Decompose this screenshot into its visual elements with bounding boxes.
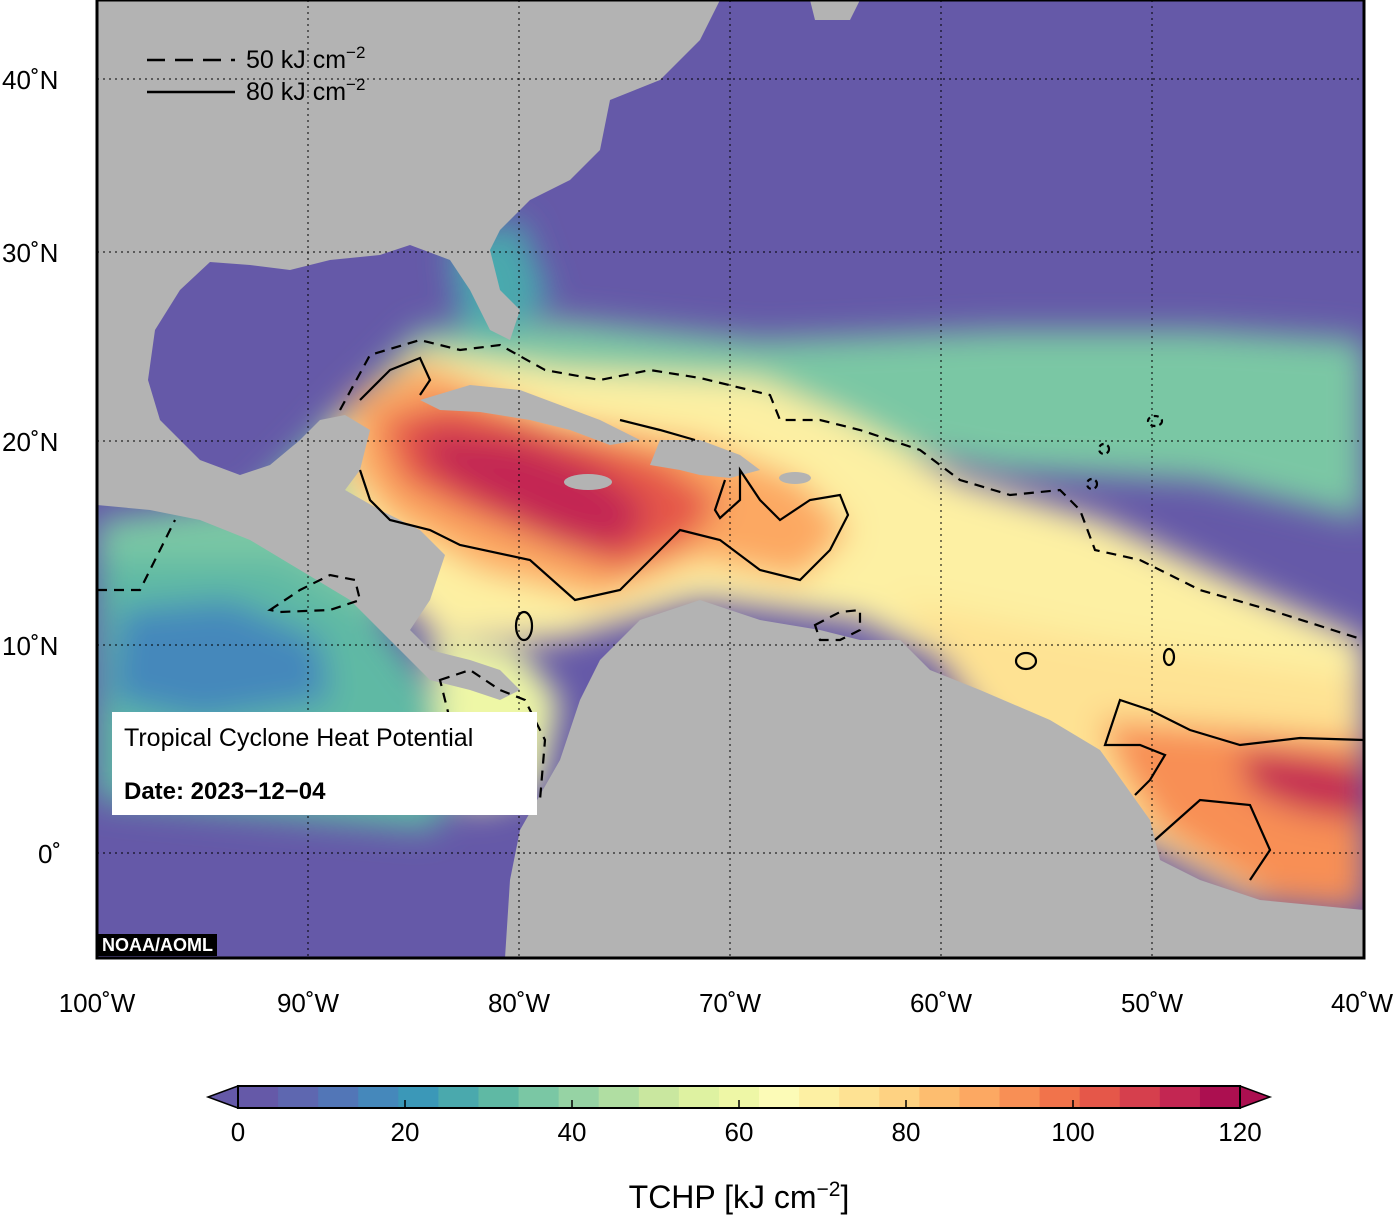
contour-50-north [339,338,1364,642]
colorbar-segment [1039,1086,1081,1108]
colorbar-tick-labels: 0 20 40 60 80 100 120 [231,1117,1262,1147]
colorbar-segment [398,1086,439,1108]
lat-tick-label: 10˚N [2,631,58,661]
colorbar-segment [718,1086,760,1108]
colorbar-segment [478,1086,520,1108]
colorbar-tick-label: 0 [231,1117,245,1147]
colorbar-tick-label: 80 [892,1117,921,1147]
lon-tick-label: 90˚W [277,988,340,1018]
contour-50-small-1 [1146,414,1164,428]
map-date: Date: 2023−12−04 [124,778,326,805]
colorbar-segment [919,1086,961,1108]
lat-tick-label: 20˚N [2,427,58,457]
colorbar-tick-label: 20 [391,1117,420,1147]
colorbar-segments [238,1086,1241,1108]
colorbar-tick-label: 40 [558,1117,587,1147]
lon-tick-label: 70˚W [699,988,762,1018]
land-masses [97,0,1364,958]
contour-80-caribbean [358,356,850,602]
colorbar-tick-marks [237,1100,1241,1108]
colorbar-segment [678,1086,720,1108]
land-hispaniola [650,440,760,478]
colorbar-segment [1159,1086,1201,1108]
colorbar-segment [1199,1086,1241,1108]
colorbar-segment [438,1086,480,1108]
contour-50-venezuela [813,608,862,642]
legend-solid-label: 80 kJ cm−2 [246,75,365,106]
colorbar-min-arrow [205,1084,239,1110]
colorbar-segment [278,1086,319,1108]
colorbar-title: TCHP [kJ cm−2] [629,1178,850,1215]
lat-tick-label: 40˚N [2,65,58,95]
colorbar-segment [959,1086,1001,1108]
land-cuba [420,385,640,445]
lat-tick-label: 0˚ [38,839,61,869]
colorbar-segment [638,1086,680,1108]
land-north-america [97,0,720,700]
legend-dashed-label: 50 kJ cm−2 [246,43,365,74]
lon-tick-label: 80˚W [488,988,551,1018]
colorbar-tick-label: 100 [1051,1117,1094,1147]
contour-80-small-3 [1162,647,1176,667]
colorbar-segment [558,1086,600,1108]
colorbar-segment [318,1086,359,1108]
credit-badge: NOAA/AOML [98,934,217,956]
colorbar-segment [999,1086,1041,1108]
colorbar-tick-label: 120 [1218,1117,1261,1147]
contours [97,338,1364,881]
contour-50-west [97,519,176,592]
contour-80-small-2 [1014,651,1038,671]
colorbar-segment [879,1086,920,1108]
colorbar-segment [598,1086,640,1108]
contour-legend: 50 kJ cm−2 80 kJ cm−2 [147,43,365,106]
lon-tick-label: 100˚W [59,988,136,1018]
colorbar-segment [799,1086,840,1108]
lon-tick-label: 40˚W [1331,988,1394,1018]
colorbar-segment [238,1086,279,1108]
lat-tick-label: 30˚N [2,238,58,268]
colorbar-segment [1119,1086,1161,1108]
contour-80-small-1 [514,610,534,642]
map-title: Tropical Cyclone Heat Potential [124,724,474,752]
colorbar-max-arrow [1239,1084,1273,1110]
lat-tick-labels: 40˚N 30˚N 20˚N 10˚N 0˚ [2,65,61,869]
contour-80-atlantic-2 [1154,798,1272,881]
colorbar-tick-label: 60 [725,1117,754,1147]
colorbar-segment [759,1086,800,1108]
colorbar-segment [1079,1086,1121,1108]
contour-50-pacific [267,573,362,614]
colorbar-segment [518,1086,560,1108]
map-info-box: Tropical Cyclone Heat Potential Date: 20… [112,712,537,815]
colorbar-segment [358,1086,399,1108]
land-south-america [505,600,1364,958]
colorbar: 0 20 40 60 80 100 120 TCHP [kJ cm−2] [205,1084,1273,1215]
lon-tick-label: 60˚W [910,988,973,1018]
contour-80-atlantic [1103,698,1364,796]
lon-tick-labels: 100˚W 90˚W 80˚W 70˚W 60˚W 50˚W 40˚W [59,988,1394,1018]
colorbar-segment [839,1086,880,1108]
contour-50-small-3 [1085,477,1099,491]
lon-tick-label: 50˚W [1121,988,1184,1018]
map-frame [95,0,1366,960]
contour-50-small-2 [1097,442,1111,456]
